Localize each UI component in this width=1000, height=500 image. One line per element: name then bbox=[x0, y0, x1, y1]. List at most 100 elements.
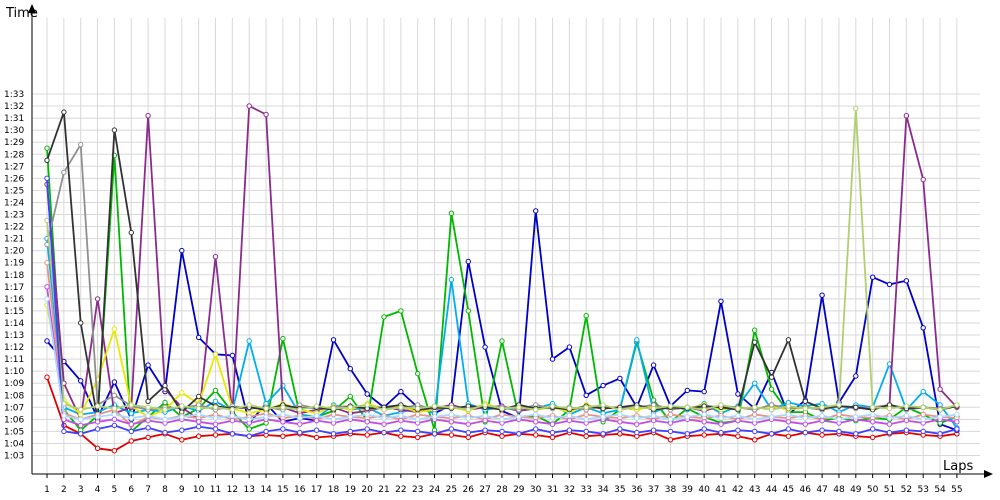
data-point bbox=[566, 344, 573, 350]
x-tick-label: 14 bbox=[260, 485, 272, 495]
data-point bbox=[549, 434, 556, 441]
data-point bbox=[650, 427, 657, 433]
data-point bbox=[415, 434, 421, 441]
data-point bbox=[229, 413, 236, 419]
data-point bbox=[566, 413, 573, 419]
x-tick-label: 29 bbox=[513, 485, 525, 495]
y-tick-label: 1:13 bbox=[4, 331, 24, 341]
x-tick-label: 21 bbox=[378, 485, 389, 495]
data-point bbox=[145, 434, 151, 441]
x-tick-label: 4 bbox=[95, 485, 101, 495]
data-point bbox=[398, 427, 404, 433]
x-tick-label: 17 bbox=[311, 485, 322, 495]
data-point bbox=[886, 415, 893, 421]
y-tick-label: 1:05 bbox=[4, 427, 24, 437]
data-point bbox=[819, 292, 825, 298]
data-point bbox=[482, 402, 488, 408]
data-point bbox=[954, 411, 960, 418]
data-point bbox=[482, 427, 488, 433]
data-point bbox=[903, 403, 910, 409]
data-point bbox=[836, 416, 842, 423]
data-point bbox=[347, 414, 353, 420]
data-point bbox=[78, 431, 84, 437]
data-point bbox=[802, 429, 808, 436]
data-point bbox=[650, 405, 657, 412]
data-point bbox=[347, 404, 353, 410]
data-point bbox=[263, 405, 269, 412]
data-point bbox=[347, 366, 353, 372]
data-point bbox=[162, 399, 168, 406]
data-point bbox=[330, 405, 337, 412]
data-point bbox=[229, 407, 236, 413]
data-point bbox=[482, 417, 488, 424]
data-point bbox=[768, 407, 775, 413]
y-tick-label: 1:07 bbox=[4, 403, 24, 413]
data-point bbox=[684, 414, 690, 420]
data-point bbox=[94, 296, 101, 302]
x-tick-label: 12 bbox=[227, 485, 238, 495]
x-tick-label: 24 bbox=[429, 485, 441, 495]
data-point bbox=[549, 421, 556, 427]
data-point bbox=[364, 402, 370, 408]
data-point bbox=[111, 416, 118, 423]
data-point bbox=[870, 274, 876, 280]
data-point bbox=[735, 391, 741, 397]
y-tick-label: 1:24 bbox=[4, 198, 24, 208]
data-point bbox=[94, 403, 101, 409]
data-point bbox=[549, 429, 556, 436]
data-point bbox=[465, 434, 471, 441]
data-point bbox=[313, 403, 320, 409]
data-point bbox=[920, 428, 926, 435]
data-point bbox=[44, 338, 50, 344]
data-point bbox=[768, 374, 775, 380]
data-point bbox=[701, 426, 707, 432]
y-tick-label: 1:15 bbox=[4, 307, 24, 317]
data-point bbox=[684, 387, 690, 394]
data-point bbox=[465, 258, 471, 265]
y-tick-label: 1:04 bbox=[4, 439, 24, 449]
data-point bbox=[162, 429, 168, 436]
data-point bbox=[212, 254, 219, 260]
y-tick-label: 1:09 bbox=[4, 379, 24, 389]
data-point bbox=[431, 414, 438, 420]
data-point bbox=[381, 415, 387, 421]
x-tick-label: 30 bbox=[530, 485, 542, 495]
x-tick-label: 32 bbox=[564, 485, 575, 495]
data-point bbox=[415, 411, 421, 418]
x-tick-label: 27 bbox=[479, 485, 490, 495]
x-tick-label: 39 bbox=[682, 485, 694, 495]
data-point bbox=[145, 113, 151, 119]
x-tick-label: 8 bbox=[162, 485, 168, 495]
data-point bbox=[212, 398, 219, 404]
data-point bbox=[61, 109, 67, 115]
data-point bbox=[768, 431, 775, 437]
data-point bbox=[600, 431, 606, 437]
data-point bbox=[617, 407, 623, 413]
x-tick-label: 3 bbox=[78, 485, 84, 495]
data-point bbox=[583, 411, 589, 418]
data-point bbox=[196, 433, 202, 439]
data-point bbox=[954, 402, 960, 408]
data-point bbox=[752, 411, 758, 418]
data-point bbox=[634, 421, 640, 427]
data-point bbox=[381, 407, 387, 413]
data-point bbox=[583, 313, 589, 319]
data-point bbox=[280, 411, 286, 418]
data-point bbox=[94, 445, 101, 451]
data-point bbox=[768, 386, 775, 392]
x-tick-label: 23 bbox=[412, 485, 423, 495]
data-point bbox=[499, 405, 505, 412]
data-point bbox=[229, 431, 236, 437]
data-point bbox=[179, 390, 185, 396]
data-point bbox=[752, 437, 758, 443]
data-point bbox=[246, 338, 252, 344]
data-point bbox=[347, 428, 353, 435]
y-tick-label: 1:32 bbox=[4, 102, 24, 112]
data-point bbox=[516, 414, 522, 420]
y-axis-title: Time bbox=[5, 6, 38, 21]
data-point bbox=[212, 426, 219, 432]
data-point bbox=[111, 422, 118, 429]
data-point bbox=[111, 411, 118, 418]
data-point bbox=[684, 404, 690, 410]
x-tick-label: 34 bbox=[597, 485, 609, 495]
